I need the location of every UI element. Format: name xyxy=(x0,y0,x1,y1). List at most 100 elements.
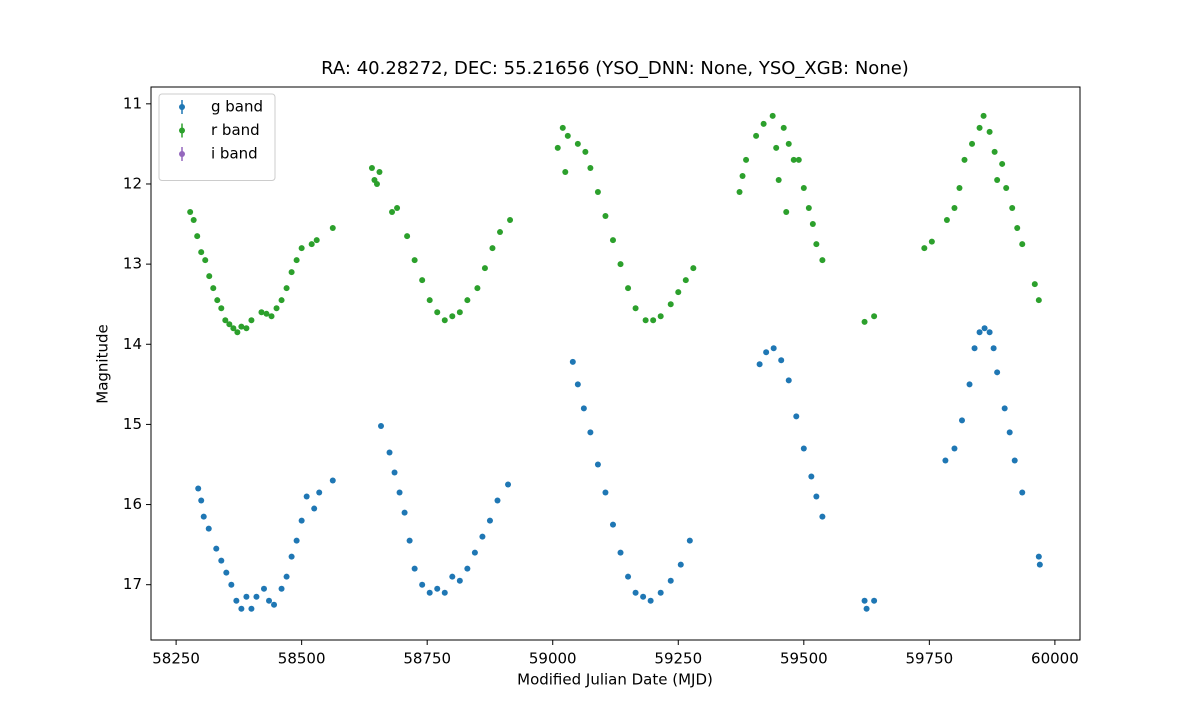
data-point xyxy=(507,217,514,224)
data-point xyxy=(198,497,205,504)
data-point xyxy=(554,144,561,151)
data-point xyxy=(202,257,209,264)
data-point xyxy=(617,261,624,268)
data-point xyxy=(494,497,501,504)
legend-box xyxy=(158,93,276,181)
data-point xyxy=(230,325,237,332)
data-point xyxy=(329,477,336,484)
data-point xyxy=(223,569,230,576)
y-tick-label: 15 xyxy=(123,415,142,433)
data-point xyxy=(298,245,305,252)
data-point xyxy=(243,325,250,332)
data-point xyxy=(218,305,225,312)
data-point xyxy=(288,269,295,276)
data-point xyxy=(474,285,481,292)
y-tick-label: 14 xyxy=(123,335,142,353)
data-point xyxy=(642,317,649,324)
data-point xyxy=(377,423,384,430)
data-point xyxy=(739,172,746,179)
data-point xyxy=(411,565,418,572)
data-point xyxy=(260,585,267,592)
y-tick-label: 16 xyxy=(123,495,142,513)
data-point xyxy=(266,597,273,604)
x-tick-label: 59250 xyxy=(654,650,702,668)
data-point xyxy=(756,361,763,368)
data-point xyxy=(780,124,787,131)
data-point xyxy=(943,217,950,224)
data-point xyxy=(278,297,285,304)
data-point xyxy=(657,589,664,596)
y-tick-label: 11 xyxy=(123,94,142,112)
data-point xyxy=(471,549,478,556)
data-point xyxy=(234,329,241,336)
data-point xyxy=(986,329,993,336)
data-point xyxy=(602,489,609,496)
data-point xyxy=(569,358,576,365)
data-point xyxy=(966,381,973,388)
data-point xyxy=(969,140,976,147)
data-point xyxy=(559,124,566,131)
data-point xyxy=(580,405,587,412)
data-point xyxy=(368,164,375,171)
data-point xyxy=(1019,241,1026,248)
data-point xyxy=(602,213,609,220)
data-point xyxy=(994,369,1001,376)
data-point xyxy=(582,148,589,155)
data-point xyxy=(198,249,205,256)
data-point xyxy=(214,297,221,304)
data-point xyxy=(298,517,305,524)
data-point xyxy=(986,128,993,135)
data-point xyxy=(464,565,471,572)
data-point xyxy=(981,325,988,332)
data-point xyxy=(1003,184,1010,191)
data-point xyxy=(243,593,250,600)
data-point xyxy=(956,184,963,191)
data-point xyxy=(805,205,812,212)
data-point xyxy=(283,573,290,580)
data-point xyxy=(1035,297,1042,304)
x-axis-label: Modified Julian Date (MJD) xyxy=(517,671,713,689)
data-point xyxy=(489,245,496,252)
data-point xyxy=(640,593,647,600)
data-point xyxy=(657,313,664,320)
data-point xyxy=(677,561,684,568)
data-point xyxy=(999,160,1006,167)
data-point xyxy=(226,321,233,328)
data-point xyxy=(736,188,743,195)
data-point xyxy=(386,449,393,456)
data-point xyxy=(263,310,270,317)
data-point xyxy=(871,597,878,604)
data-point xyxy=(449,573,456,580)
data-point xyxy=(308,241,315,248)
data-point xyxy=(632,589,639,596)
plot-area xyxy=(187,112,1043,612)
data-point xyxy=(456,309,463,316)
data-point xyxy=(481,265,488,272)
data-point xyxy=(411,257,418,264)
chart-title: RA: 40.28272, DEC: 55.21656 (YSO_DNN: No… xyxy=(321,58,909,79)
data-point xyxy=(980,112,987,119)
data-point xyxy=(222,317,229,324)
legend: g band r band i band xyxy=(158,93,276,181)
x-tick-label: 59000 xyxy=(529,650,577,668)
plot-frame xyxy=(150,86,1081,641)
legend-marker xyxy=(179,127,185,134)
data-point xyxy=(1036,561,1043,568)
data-point xyxy=(293,257,300,264)
data-point xyxy=(951,445,958,452)
legend-marker xyxy=(179,151,185,157)
data-point xyxy=(770,345,777,352)
data-point xyxy=(441,589,448,596)
data-point xyxy=(206,273,213,280)
data-point xyxy=(1001,405,1008,412)
data-point xyxy=(808,473,815,480)
data-point xyxy=(609,237,616,244)
data-point xyxy=(479,533,486,540)
data-point xyxy=(1009,205,1016,212)
data-point xyxy=(783,209,790,216)
data-point xyxy=(213,545,220,552)
data-point xyxy=(228,581,235,588)
data-point xyxy=(760,120,767,127)
data-point xyxy=(313,237,320,244)
